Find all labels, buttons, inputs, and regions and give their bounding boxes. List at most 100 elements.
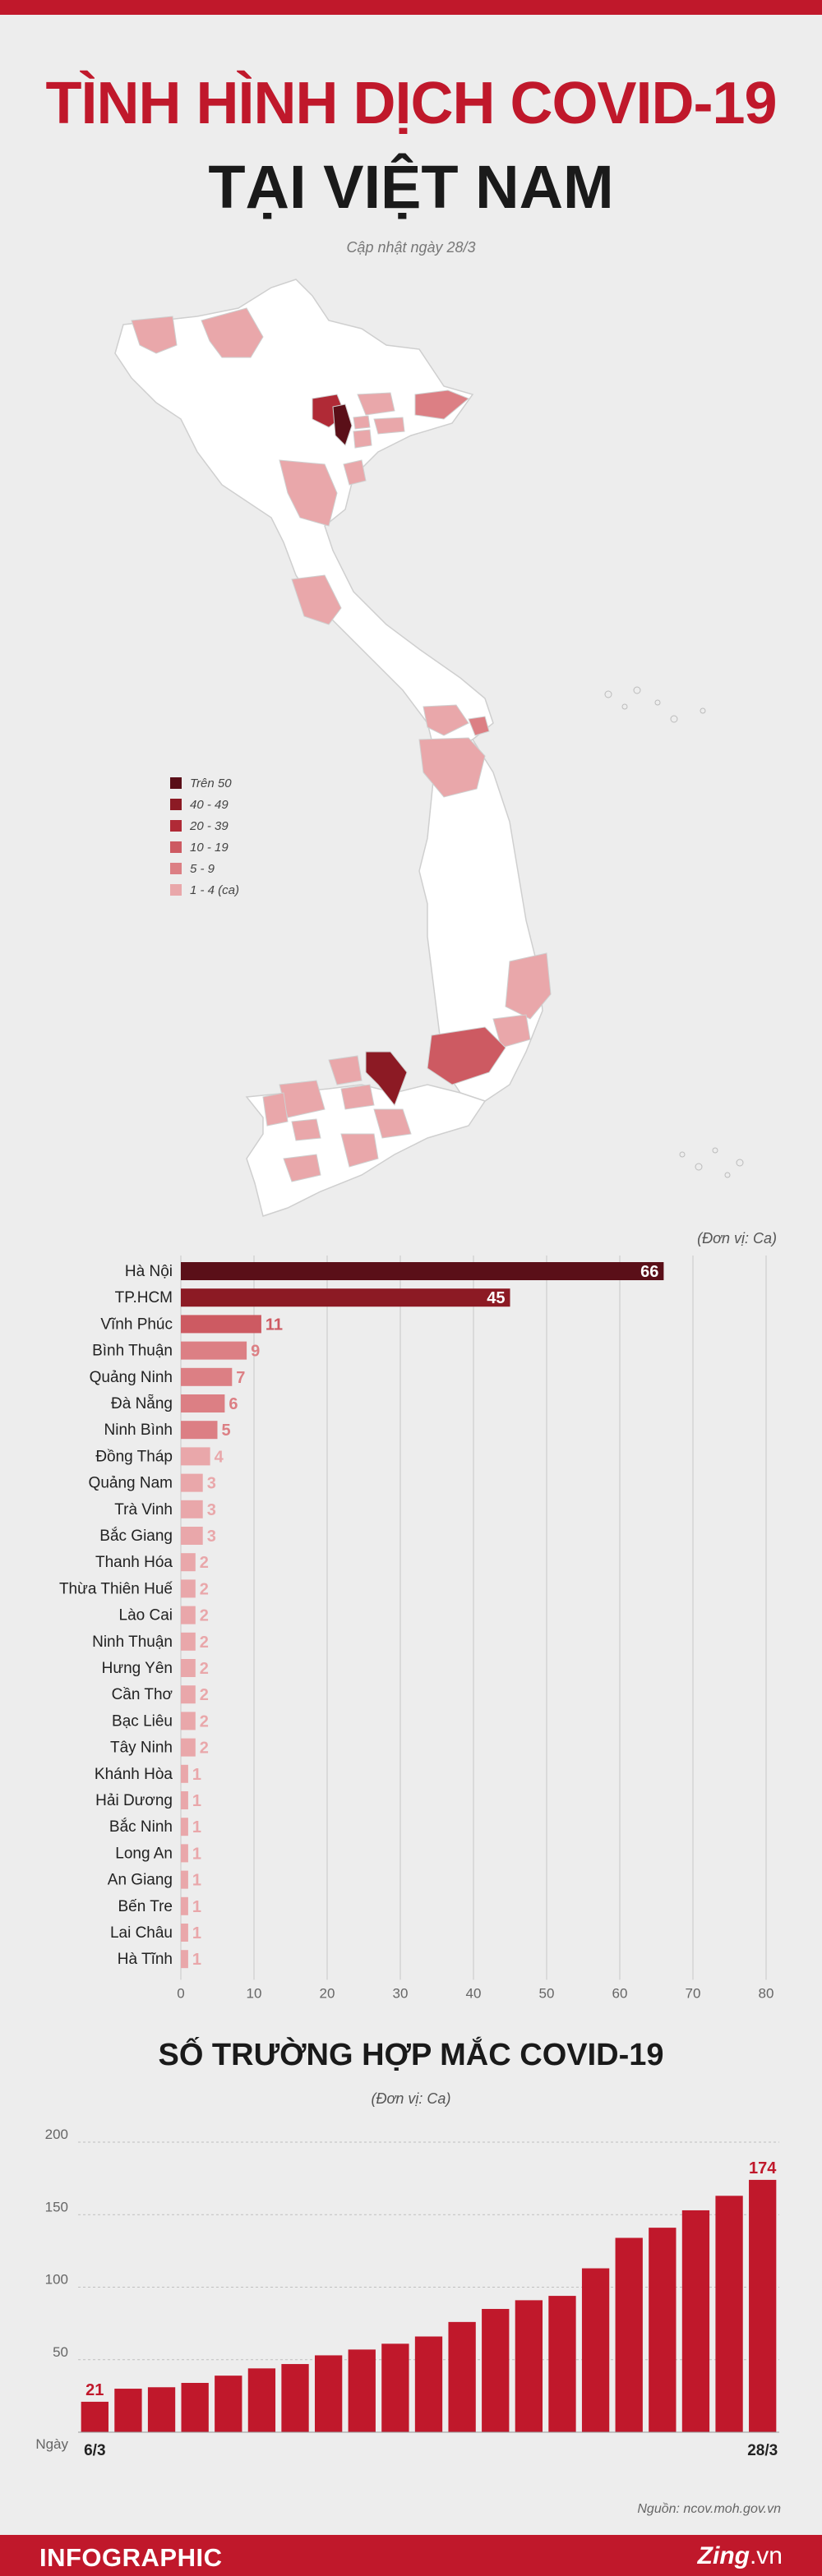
- bar-x-tick: 30: [393, 1985, 409, 2001]
- bar: [181, 1818, 188, 1836]
- bar-chart-unit: (Đơn vị: Ca): [697, 1230, 777, 1247]
- bar-x-tick: 50: [539, 1985, 555, 2001]
- col-bar: [448, 2321, 476, 2432]
- bar: [181, 1924, 188, 1942]
- region-ha-noi: [332, 403, 353, 446]
- legend-label: 20 - 39: [190, 818, 229, 833]
- region-da-nang: [468, 716, 490, 736]
- bar: [181, 1341, 247, 1360]
- bar-value-label: 1: [192, 1951, 201, 1969]
- col-bar: [615, 2237, 643, 2432]
- region-hung-yen: [353, 429, 372, 449]
- col-y-tick: 100: [45, 2272, 68, 2288]
- bar-category-label: Quảng Ninh: [90, 1369, 173, 1386]
- col-bar: [715, 2196, 743, 2432]
- col-y-tick: 50: [53, 2344, 68, 2360]
- zing-logo-domain: .vn: [749, 2542, 783, 2569]
- region-lai-chau: [131, 316, 178, 354]
- col-bar: [414, 2336, 443, 2432]
- page-subtitle: TẠI VIỆT NAM: [208, 153, 614, 221]
- bar-category-label: Bạc Liêu: [112, 1712, 173, 1730]
- bar-category-label: Bình Thuận: [92, 1343, 173, 1360]
- bar-value-label: 2: [200, 1634, 209, 1652]
- col-value-label: 174: [749, 2159, 777, 2177]
- bar: [181, 1527, 203, 1545]
- region-ninh-thuan: [492, 1014, 531, 1048]
- daily-chart-unit: (Đơn vị: Ca): [371, 2090, 451, 2107]
- bar: [181, 1659, 196, 1677]
- bar: [181, 1712, 196, 1730]
- bar: [181, 1447, 210, 1466]
- bar-category-label: Hưng Yên: [102, 1660, 173, 1677]
- region-quang-nam: [418, 737, 486, 798]
- bar-category-label: Long An: [115, 1845, 173, 1862]
- bar: [181, 1764, 188, 1783]
- region-hai-duong: [373, 417, 405, 435]
- col-bar: [314, 2355, 343, 2432]
- legend-label: 10 - 19: [190, 840, 229, 855]
- bar-value-label: 45: [487, 1289, 505, 1307]
- col-bar: [649, 2228, 677, 2432]
- bar: [181, 1606, 196, 1624]
- bar-category-label: Tây Ninh: [110, 1740, 173, 1757]
- bar-value-label: 9: [251, 1343, 260, 1361]
- bar: [181, 1288, 510, 1307]
- region-ben-tre: [373, 1108, 412, 1139]
- bar-x-tick: 0: [177, 1985, 184, 2001]
- region-long-an: [340, 1084, 375, 1110]
- bar-x-tick: 10: [247, 1985, 262, 2001]
- bar-category-label: Bến Tre: [118, 1898, 173, 1915]
- top-accent-bar: [0, 0, 822, 15]
- bar-category-label: Bắc Ninh: [109, 1818, 173, 1836]
- bar-value-label: 3: [207, 1475, 216, 1493]
- bar-value-label: 1: [192, 1845, 201, 1863]
- legend-item: 5 - 9: [170, 858, 239, 879]
- legend-item: 20 - 39: [170, 815, 239, 836]
- bar-value-label: 1: [192, 1872, 201, 1890]
- col-bar: [181, 2382, 209, 2432]
- bar-category-label: Đà Nẵng: [111, 1395, 173, 1412]
- bar: [181, 1500, 203, 1518]
- bar: [181, 1844, 188, 1863]
- col-bar: [581, 2268, 610, 2432]
- bar-category-label: Đồng Tháp: [95, 1448, 173, 1465]
- islands: [604, 686, 744, 1178]
- bar: [181, 1421, 218, 1440]
- col-bar: [749, 2179, 777, 2432]
- bar-category-label: Lai Châu: [110, 1924, 173, 1942]
- legend-item: 10 - 19: [170, 836, 239, 858]
- region-binh-thuan: [427, 1026, 506, 1085]
- bar: [181, 1632, 196, 1651]
- region-bac-ninh: [353, 415, 371, 430]
- bar-value-label: 2: [200, 1580, 209, 1598]
- bar-x-tick: 40: [466, 1985, 482, 2001]
- region-ninh-binh: [343, 459, 367, 486]
- col-bar: [114, 2389, 142, 2432]
- col-bar: [548, 2296, 576, 2432]
- bar-category-label: Khánh Hòa: [95, 1766, 173, 1783]
- page-title: TÌNH HÌNH DỊCH COVID-19: [45, 71, 777, 136]
- bar-category-label: Bắc Giang: [99, 1527, 173, 1545]
- bar: [181, 1896, 188, 1915]
- legend-swatch: [170, 863, 182, 874]
- col-bar: [215, 2376, 242, 2432]
- daily-cases-chart: 50 100 150 200 Ngày 21 174 6/3 28/3: [35, 2127, 779, 2459]
- bar-value-label: 2: [200, 1740, 209, 1758]
- region-bac-lieu: [283, 1154, 321, 1182]
- legend-swatch: [170, 799, 182, 810]
- region-thanh-hoa: [279, 459, 338, 527]
- bar-value-label: 3: [207, 1528, 216, 1546]
- legend-item: 40 - 49: [170, 794, 239, 815]
- region-can-tho: [291, 1118, 321, 1141]
- legend-swatch: [170, 820, 182, 832]
- bar-x-tick: 60: [612, 1985, 628, 2001]
- col-bar: [381, 2343, 409, 2432]
- bar: [181, 1367, 233, 1386]
- bar-category-label: Ninh Bình: [104, 1422, 173, 1439]
- bar-category-label: Thanh Hóa: [95, 1554, 173, 1571]
- bar-category-label: Hà Nội: [125, 1263, 173, 1280]
- legend-item: 1 - 4 (ca): [170, 879, 239, 901]
- col-x-axis-label: Ngày: [35, 2436, 68, 2452]
- bar-value-label: 7: [236, 1369, 245, 1387]
